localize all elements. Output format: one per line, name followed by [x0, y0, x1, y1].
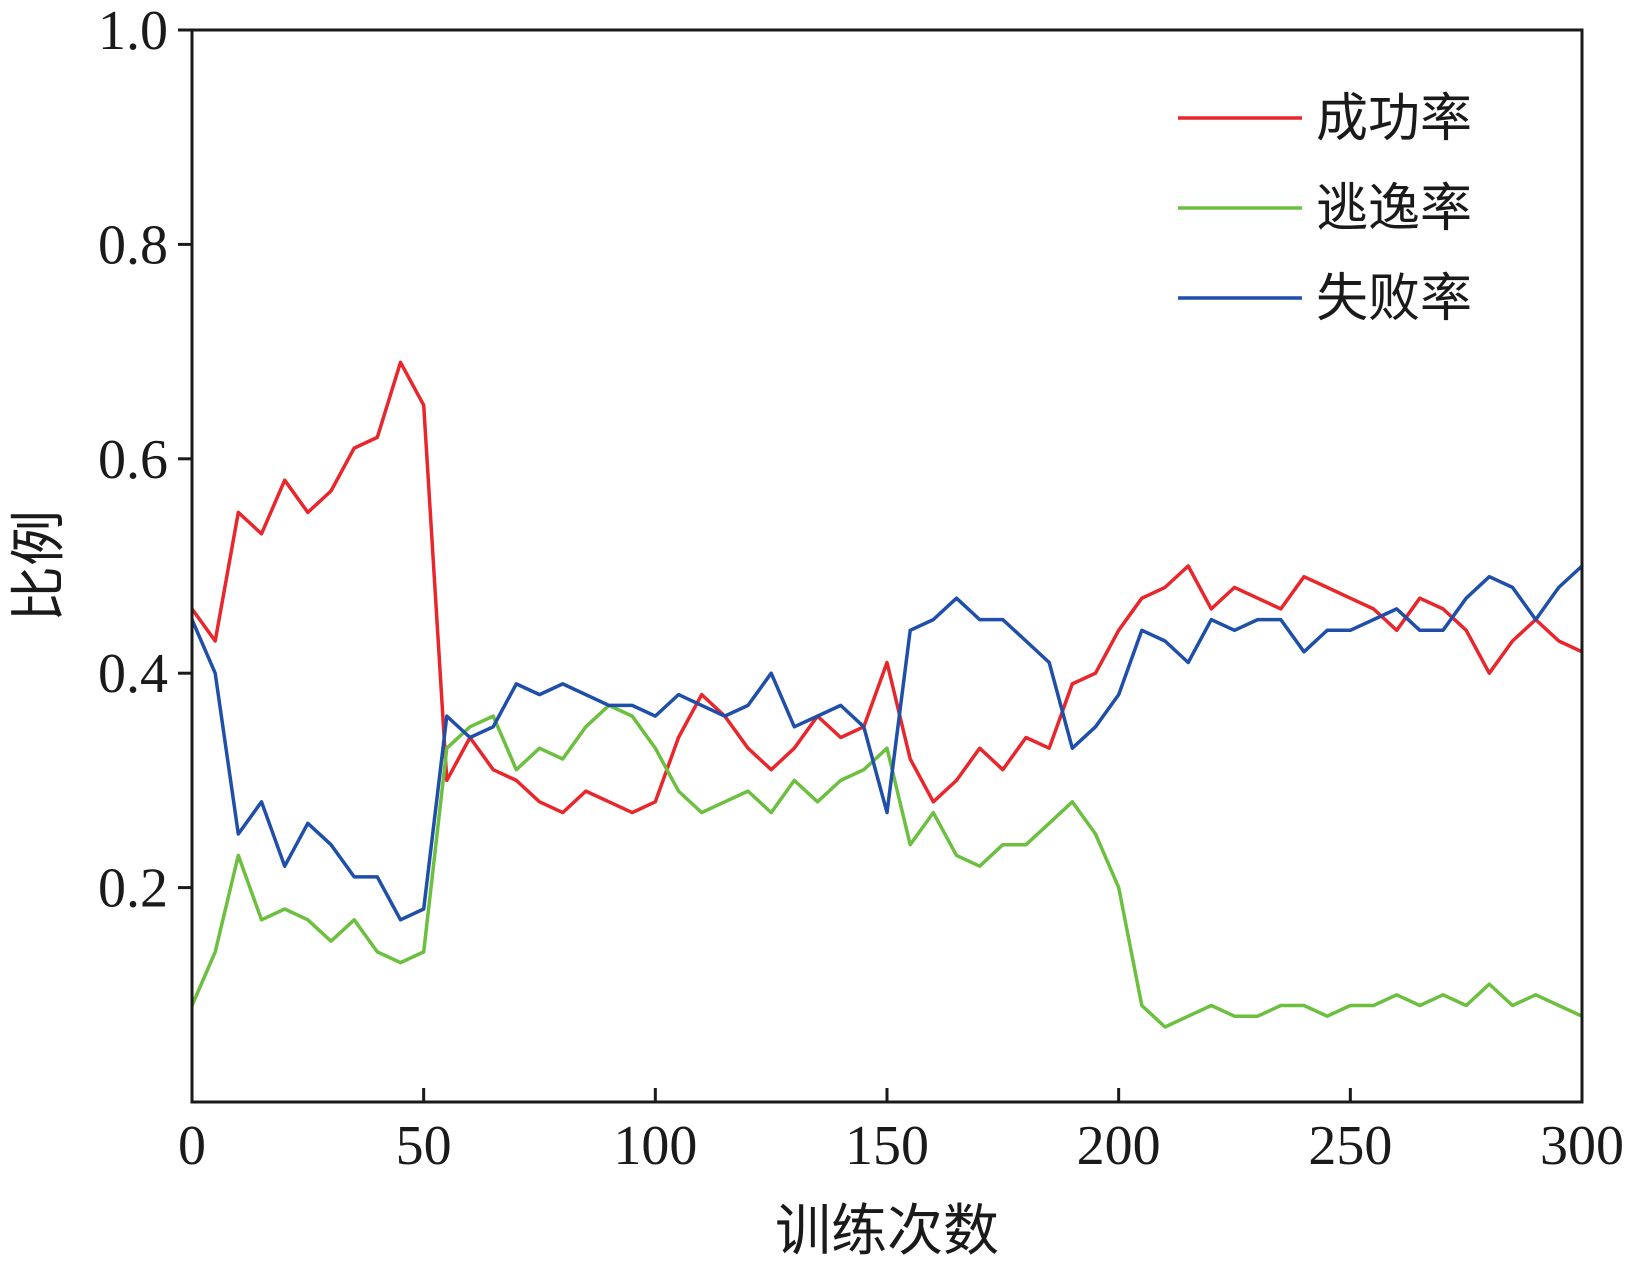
x-axis-title: 训练次数	[775, 1199, 999, 1264]
y-axis-title: 比例	[7, 510, 72, 622]
series-line-3	[190, 564, 1584, 922]
legend-label-3: 失败率	[1316, 269, 1472, 329]
series-line-2	[190, 703, 1583, 1029]
legend-label-2: 逃逸率	[1316, 179, 1472, 239]
y-tick-label: 0.6	[98, 429, 168, 491]
y-tick-label: 1.0	[98, 0, 168, 62]
legend-label-1: 成功率	[1316, 89, 1472, 149]
x-tick-label: 0	[178, 1115, 206, 1177]
x-tick-label: 250	[1308, 1115, 1392, 1177]
x-tick-label: 300	[1540, 1115, 1624, 1177]
series-line-1	[190, 360, 1583, 815]
y-tick-label: 0.4	[98, 643, 168, 705]
series-layer	[190, 360, 1584, 1029]
y-tick-label: 0.8	[98, 214, 168, 276]
x-tick-label: 150	[845, 1115, 929, 1177]
tick-layer: 0 50 100 150 200 250 300 0.2 0.4 0.6 0.8 1.0	[98, 0, 1624, 1177]
x-tick-label: 50	[396, 1115, 452, 1177]
x-tick-label: 100	[613, 1115, 697, 1177]
y-tick-label: 0.2	[98, 858, 168, 920]
x-tick-label: 200	[1077, 1115, 1161, 1177]
